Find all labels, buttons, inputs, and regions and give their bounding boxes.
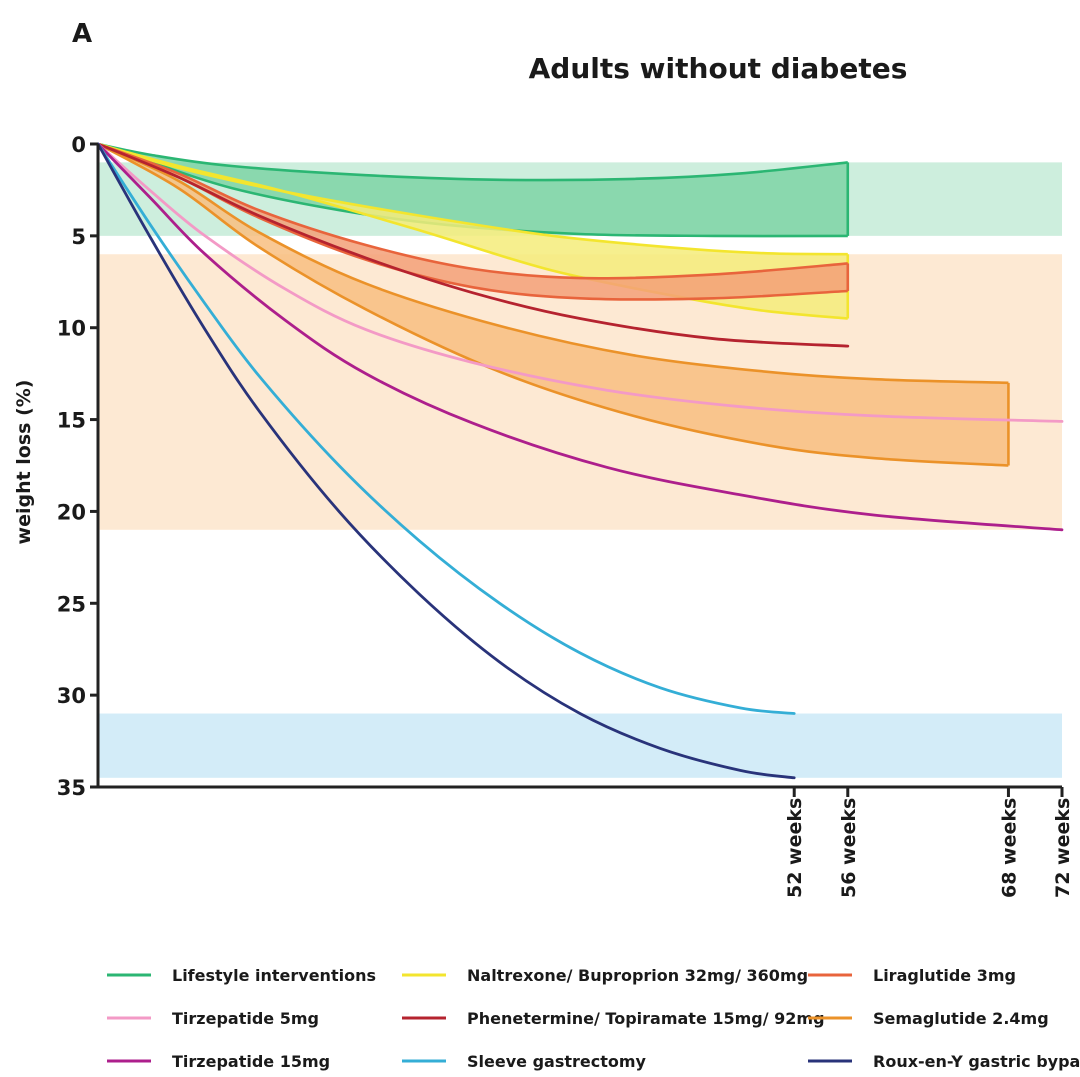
y-tick-label: 0 [71,133,86,157]
legend-label: Semaglutide 2.4mg [873,1009,1049,1028]
y-tick-label: 25 [57,592,86,616]
y-tick-label: 10 [57,317,86,341]
series-line-tirzepatide-5mg [96,142,1064,423]
legend-label: Roux-en-Y gastric bypass [873,1052,1080,1071]
range-upper-line-liraglutide-3mg [97,142,848,280]
legend-item-semaglutide-2-4mg: Semaglutide 2.4mg [808,1009,1049,1028]
x-tick-label: 68 weeks [998,798,1020,898]
series-line-phenetermine-topiramate-15mg-92mg [96,142,850,348]
range-fill-liraglutide-3mg [98,144,848,300]
chart-title: Adults without diabetes [529,52,908,85]
x-tick-label: 72 weeks [1052,798,1074,898]
legend-label: Lifestyle interventions [172,966,376,985]
y-tick-label: 30 [57,684,86,708]
y-axis-label: weight loss (%) [13,380,35,545]
axes: 0 5 10 15 20 25 30 35 52 weeks 56 weeks 68 weeks 72… [57,133,1074,898]
range-upper-line-semaglutide-2-4mg [97,142,1009,385]
x-tick-label: 56 weeks [838,798,860,898]
panel-label: A [72,19,92,49]
range-naltrexone-buproprion-32mg-360mg [97,142,850,320]
legend-label: Liraglutide 3mg [873,966,1016,985]
legend-label: Tirzepatide 15mg [172,1052,330,1071]
series-line-sleeve-gastrectomy [96,142,796,715]
range-lower-line-naltrexone-buproprion-32mg-360mg [97,142,848,320]
series-lines [96,142,1064,780]
y-tick-label: 5 [71,225,86,249]
legend-label: Sleeve gastrectomy [467,1052,647,1071]
range-semaglutide-2-4mg [97,142,1010,467]
band-bariatric-surgery-range [98,713,1062,778]
range-upper-line-naltrexone-buproprion-32mg-360mg [97,142,848,256]
x-tick-label: 52 weeks [784,798,806,898]
legend-item-lifestyle-interventions: Lifestyle interventions [107,966,376,985]
series-line-tirzepatide-15mg [96,142,1064,532]
legend-item-tirzepatide-15mg: Tirzepatide 15mg [107,1052,330,1071]
legend-item-phenetermine-topiramate-15mg-92mg: Phenetermine/ Topiramate 15mg/ 92mg [402,1009,825,1028]
legend-item-roux-en-y-gastric-bypass: Roux-en-Y gastric bypass [808,1052,1080,1071]
range-lower-line-semaglutide-2-4mg [97,142,1009,467]
range-fill-naltrexone-buproprion-32mg-360mg [98,144,848,319]
y-tick-label: 35 [57,776,86,800]
y-tick-label: 20 [57,500,86,524]
y-tick-label: 15 [57,409,86,433]
legend-item-liraglutide-3mg: Liraglutide 3mg [808,966,1016,985]
legend-label: Phenetermine/ Topiramate 15mg/ 92mg [467,1009,825,1028]
legend-item-tirzepatide-5mg: Tirzepatide 5mg [107,1009,319,1028]
range-bands [97,142,1010,467]
range-fill-semaglutide-2-4mg [98,144,1009,466]
legend-label: Naltrexone/ Buproprion 32mg/ 360mg [467,966,808,985]
legend-item-sleeve-gastrectomy: Sleeve gastrectomy [402,1052,647,1071]
range-fill-lifestyle-interventions [98,144,848,237]
legend-label: Tirzepatide 5mg [172,1009,319,1028]
range-upper-line-lifestyle-interventions [97,142,848,182]
legend-item-naltrexone-buproprion-32mg-360mg: Naltrexone/ Buproprion 32mg/ 360mg [402,966,808,985]
legend: Lifestyle interventions Naltrexone/ Bupro… [107,966,1080,1071]
series-line-roux-en-y-gastric-bypass [96,142,796,780]
